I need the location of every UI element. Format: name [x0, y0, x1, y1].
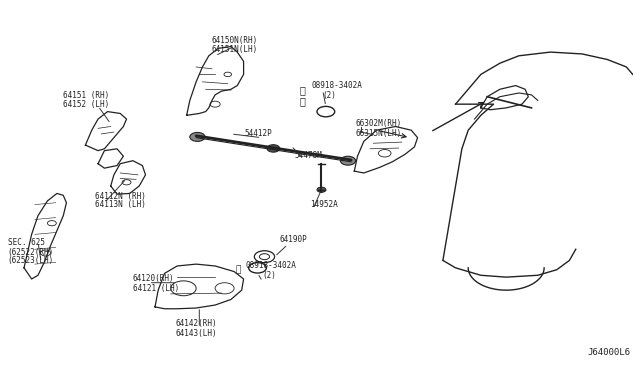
Text: 64151N(LH): 64151N(LH) — [212, 45, 258, 54]
Text: 64120(RH): 64120(RH) — [133, 275, 175, 283]
Circle shape — [317, 187, 326, 192]
Text: (2): (2) — [323, 92, 337, 100]
Text: 54478M: 54478M — [294, 151, 322, 160]
Text: Ⓝ: Ⓝ — [300, 85, 305, 95]
Circle shape — [249, 263, 266, 273]
Text: 08918-3402A: 08918-3402A — [311, 81, 362, 90]
Text: 08918-3402A: 08918-3402A — [246, 262, 296, 270]
Text: 54412P: 54412P — [245, 129, 273, 138]
Text: 66302M(RH): 66302M(RH) — [356, 119, 402, 128]
Text: 66315N(LH): 66315N(LH) — [356, 129, 402, 138]
Circle shape — [190, 132, 205, 141]
Circle shape — [317, 106, 335, 117]
Text: 14952A: 14952A — [310, 200, 338, 209]
Text: 64142(RH): 64142(RH) — [176, 319, 218, 328]
Text: 64112N (RH): 64112N (RH) — [95, 192, 146, 201]
Text: Ⓝ: Ⓝ — [236, 265, 241, 274]
Text: (2): (2) — [262, 271, 276, 280]
Circle shape — [267, 145, 280, 152]
Text: 64150N(RH): 64150N(RH) — [212, 36, 258, 45]
Text: J64000L6: J64000L6 — [587, 348, 630, 357]
Text: 64113N (LH): 64113N (LH) — [95, 201, 146, 209]
Text: 64143(LH): 64143(LH) — [176, 329, 218, 338]
Text: (62523(LH): (62523(LH) — [8, 256, 54, 265]
Text: Ⓝ: Ⓝ — [300, 97, 305, 106]
Text: (62522(RH): (62522(RH) — [8, 248, 54, 257]
Text: 64151 (RH): 64151 (RH) — [63, 92, 109, 100]
Text: 64152 (LH): 64152 (LH) — [63, 100, 109, 109]
Text: SEC. 625: SEC. 625 — [8, 238, 45, 247]
Circle shape — [340, 156, 356, 165]
Text: 64121 (LH): 64121 (LH) — [133, 284, 179, 293]
Text: 64190P: 64190P — [280, 235, 307, 244]
